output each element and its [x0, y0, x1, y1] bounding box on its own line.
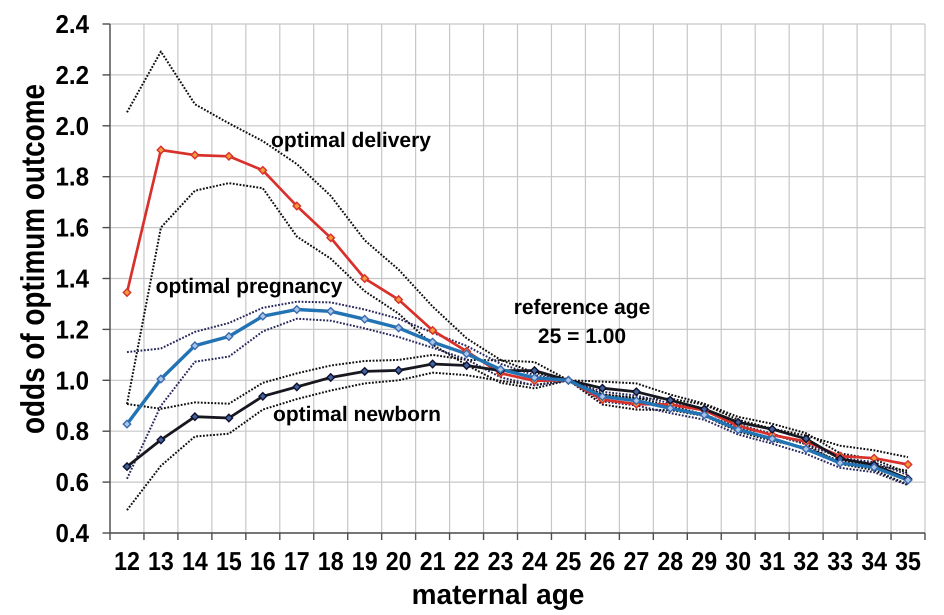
svg-text:22: 22 — [454, 546, 480, 576]
svg-text:26: 26 — [590, 546, 616, 576]
svg-text:1.8: 1.8 — [56, 162, 90, 192]
svg-text:35: 35 — [895, 546, 921, 576]
svg-text:28: 28 — [657, 546, 683, 576]
svg-text:odds of optimum outcome: odds of optimum outcome — [14, 84, 51, 434]
svg-text:21: 21 — [420, 546, 446, 576]
svg-text:33: 33 — [827, 546, 853, 576]
svg-text:0.8: 0.8 — [56, 416, 90, 446]
svg-text:17: 17 — [284, 546, 310, 576]
svg-text:maternal age: maternal age — [412, 579, 585, 610]
svg-text:2.4: 2.4 — [56, 9, 90, 39]
svg-text:34: 34 — [861, 546, 887, 576]
svg-text:0.6: 0.6 — [56, 467, 90, 497]
svg-text:30: 30 — [725, 546, 751, 576]
svg-text:optimal pregnancy: optimal pregnancy — [156, 275, 343, 298]
svg-text:25: 25 — [556, 546, 582, 576]
svg-text:18: 18 — [318, 546, 344, 576]
svg-text:20: 20 — [386, 546, 412, 576]
svg-text:15: 15 — [216, 546, 242, 576]
svg-text:23: 23 — [488, 546, 514, 576]
svg-text:2.0: 2.0 — [56, 111, 90, 141]
svg-text:2.2: 2.2 — [56, 60, 90, 90]
svg-text:19: 19 — [352, 546, 378, 576]
svg-text:25 = 1.00: 25 = 1.00 — [538, 325, 626, 348]
svg-text:27: 27 — [624, 546, 650, 576]
svg-text:24: 24 — [522, 546, 548, 576]
svg-text:32: 32 — [793, 546, 819, 576]
svg-text:optimal newborn: optimal newborn — [273, 403, 441, 426]
svg-text:0.4: 0.4 — [56, 518, 90, 548]
svg-text:31: 31 — [759, 546, 785, 576]
svg-text:reference age: reference age — [514, 296, 651, 319]
svg-text:optimal delivery: optimal delivery — [271, 129, 431, 152]
svg-text:1.4: 1.4 — [56, 264, 90, 294]
svg-text:1.0: 1.0 — [56, 365, 90, 395]
svg-text:13: 13 — [148, 546, 174, 576]
svg-text:1.6: 1.6 — [56, 213, 90, 243]
svg-text:1.2: 1.2 — [56, 314, 90, 344]
svg-text:16: 16 — [250, 546, 276, 576]
svg-text:12: 12 — [114, 546, 140, 576]
svg-text:14: 14 — [182, 546, 208, 576]
svg-text:29: 29 — [691, 546, 717, 576]
